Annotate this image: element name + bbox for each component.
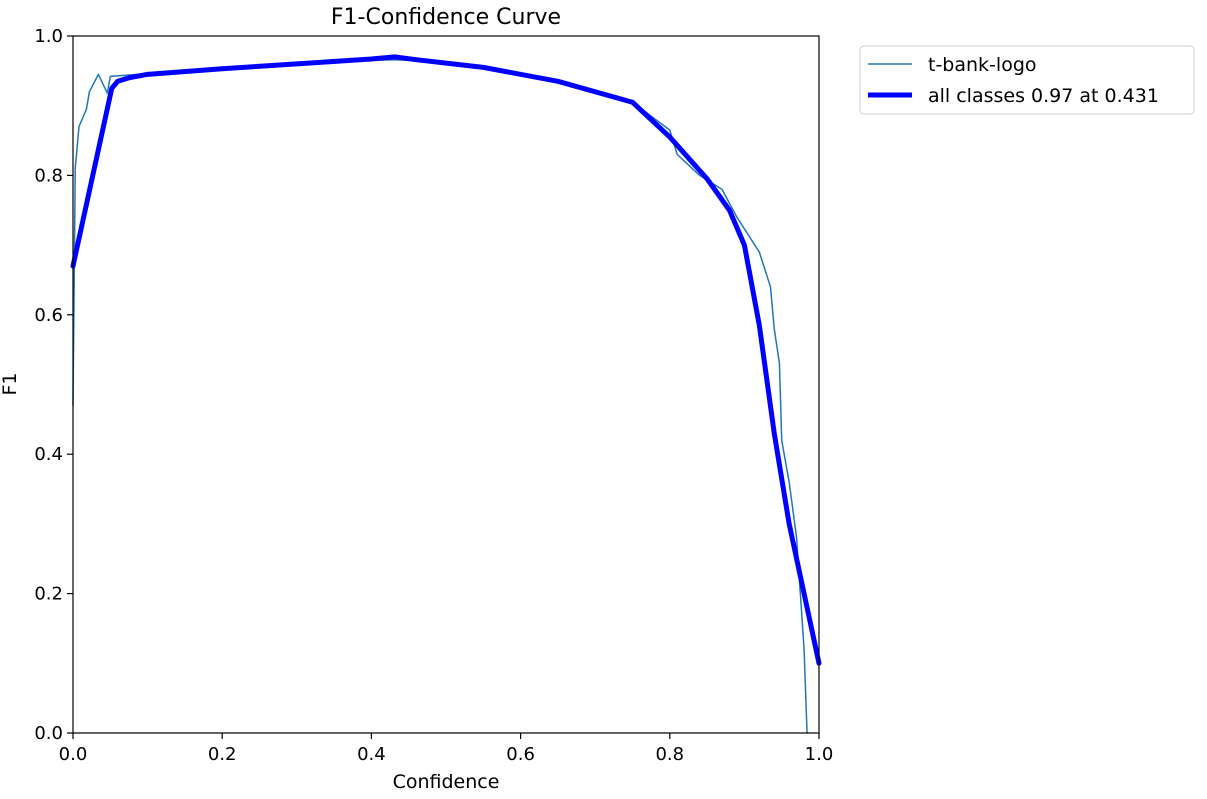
x-tick-label: 0.6 — [506, 744, 535, 765]
y-tick-label: 0.4 — [34, 444, 63, 465]
x-tick-label: 0.0 — [59, 744, 88, 765]
y-tick-label: 0.6 — [34, 305, 63, 326]
y-tick-label: 0.0 — [34, 723, 63, 744]
plot-frame — [72, 35, 820, 734]
series-layer — [70, 54, 822, 734]
x-axis-ticks: 0.0 0.2 0.4 0.6 0.8 1.0 — [59, 733, 834, 765]
y-tick-label: 0.8 — [34, 165, 63, 186]
legend-label-all-classes: all classes 0.97 at 0.431 — [928, 85, 1159, 107]
y-axis-label: F1 — [0, 372, 21, 395]
legend-frame — [859, 45, 1195, 115]
x-tick-label: 1.0 — [805, 744, 834, 765]
series-line-all-classes — [70, 54, 822, 666]
chart-title: F1-Confidence Curve — [331, 5, 561, 30]
legend-label-t-bank-logo: t-bank-logo — [928, 54, 1037, 76]
x-tick-label: 0.2 — [208, 744, 237, 765]
y-tick-label: 1.0 — [34, 26, 63, 47]
x-axis-label: Confidence — [393, 771, 500, 793]
series-line-t-bank-logo — [72, 58, 808, 734]
y-tick-label: 0.2 — [34, 584, 63, 605]
y-axis-ticks: 0.0 0.2 0.4 0.6 0.8 1.0 — [34, 26, 73, 744]
legend: t-bank-logo all classes 0.97 at 0.431 — [859, 45, 1195, 115]
x-tick-label: 0.4 — [357, 744, 386, 765]
x-tick-label: 0.8 — [655, 744, 684, 765]
